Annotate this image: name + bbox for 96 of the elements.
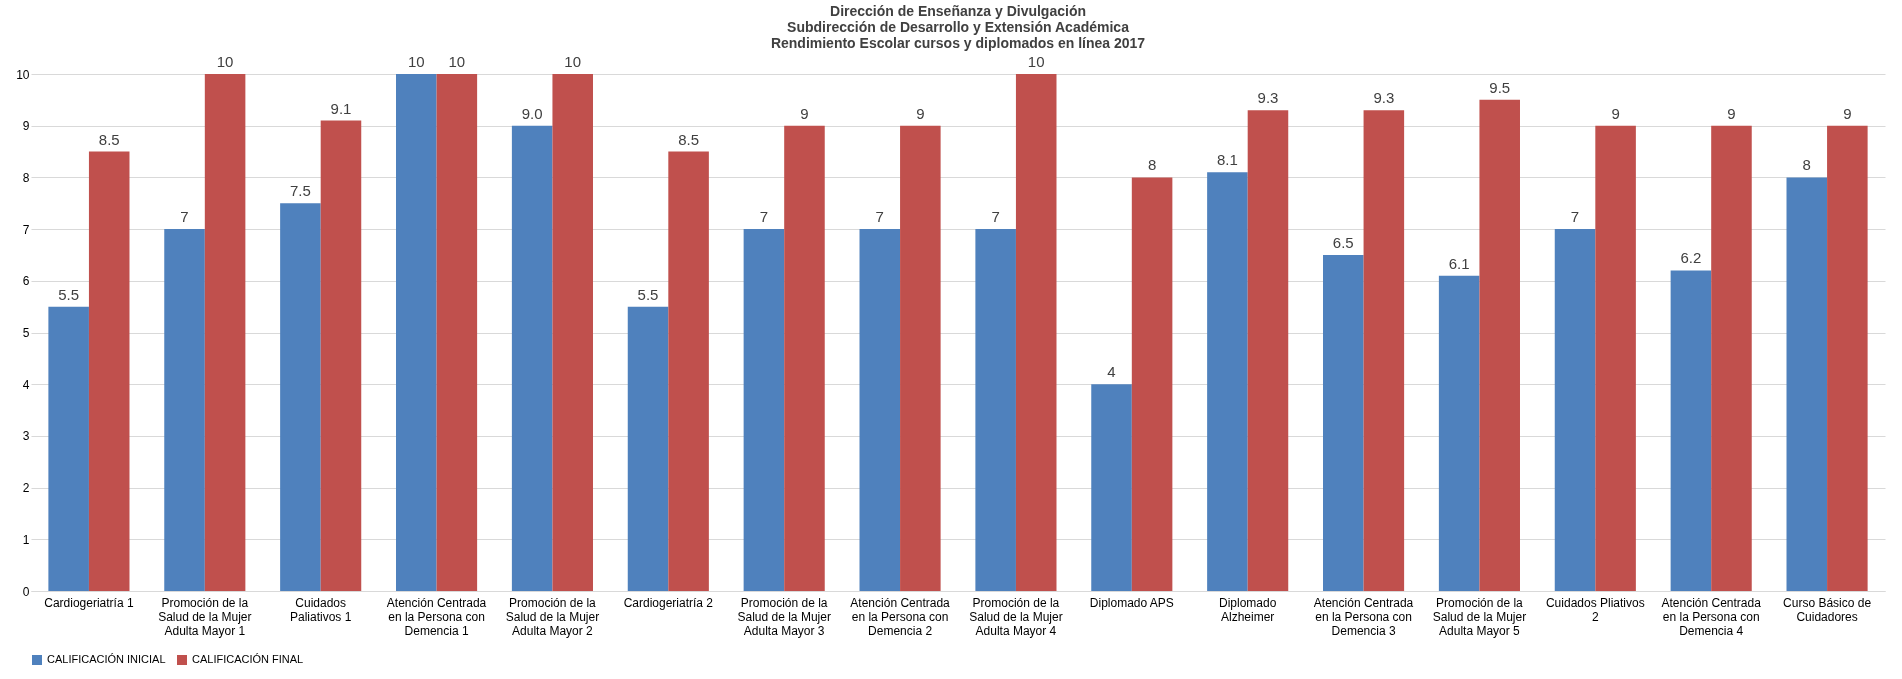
data-label: 9: [1727, 104, 1736, 122]
data-label: 9.1: [330, 99, 352, 117]
data-label: 9.3: [1257, 89, 1279, 107]
data-label: 8: [1147, 156, 1157, 174]
bar: [1554, 229, 1596, 591]
bar: [1131, 177, 1173, 591]
bar: [627, 306, 669, 591]
x-tick-label: Promoción de la Salud de la Mujer Adulta Mayor 5: [1432, 595, 1527, 638]
data-label: 10: [407, 53, 425, 70]
bar: [48, 306, 89, 591]
y-tick-label: 5: [22, 326, 30, 340]
bar: [784, 125, 825, 591]
data-label: 10: [448, 53, 466, 70]
bar: [1207, 172, 1248, 591]
y-tick-label: 7: [22, 222, 30, 237]
x-tick-label: Atención Centrada en la Persona con Demencia 4: [1661, 595, 1762, 638]
data-label: 7: [991, 208, 1000, 226]
data-label: 5.5: [637, 285, 659, 303]
bar: [320, 120, 362, 591]
y-tick-label: 9: [22, 119, 30, 134]
data-label: 9: [916, 104, 925, 122]
data-label: 4: [1107, 363, 1116, 381]
bar: [1247, 110, 1289, 591]
data-label: 8.1: [1216, 151, 1238, 169]
bar: [1363, 110, 1405, 591]
x-tick-label: Cuidados Pliativos 2: [1545, 595, 1645, 624]
x-tick-label: Curso Básico de Cuidadores: [1783, 595, 1872, 624]
data-label: 10: [564, 53, 582, 70]
bar: [1827, 125, 1868, 591]
bar: [164, 229, 205, 591]
data-label: 7: [875, 208, 884, 226]
y-tick-label: 6: [22, 274, 30, 289]
data-label: 7.5: [289, 182, 311, 200]
text: Dirección de Enseñanza y Divulgación: [830, 3, 1086, 19]
data-label: 9: [1611, 104, 1620, 122]
text: Subdirección de Desarrollo y Extensión Académica: [787, 19, 1129, 35]
x-tick-label: Diplomado APS: [1089, 595, 1174, 610]
data-label: 6.1: [1448, 254, 1470, 272]
data-label: 10: [216, 53, 234, 70]
data-label: 6.5: [1332, 233, 1354, 251]
bar: [900, 125, 941, 591]
x-tick-label: Cardiogeriatría 2: [623, 595, 714, 610]
y-tick-label: 4: [22, 377, 30, 392]
data-label: 7: [180, 208, 189, 226]
data-label: 6.2: [1680, 249, 1702, 267]
data-label: 7: [759, 208, 769, 226]
y-tick-label: 3: [22, 429, 30, 444]
y-tick-label: 1: [22, 532, 30, 547]
bar: [1595, 125, 1636, 591]
x-tick-label: Promoción de la Salud de la Mujer Adulta Mayor 2: [505, 595, 600, 638]
bar: [396, 74, 437, 591]
y-tick-label: 2: [22, 481, 30, 496]
x-tick-label: Atención Centrada en la Persona con Demencia 1: [386, 595, 487, 638]
bar: [280, 203, 321, 591]
data-label: 8.5: [98, 130, 120, 148]
bar: [1091, 384, 1132, 591]
bar: [1323, 254, 1364, 591]
y-tick-label: 8: [22, 170, 30, 185]
bar: [1479, 99, 1520, 591]
bar: [743, 229, 785, 591]
data-label: 9: [800, 104, 809, 122]
data-label: 7: [1570, 208, 1580, 226]
bar: [436, 74, 478, 591]
x-tick-label: Promoción de la Salud de la Mujer Adulta Mayor 1: [158, 595, 252, 638]
text: Rendimiento Escolar cursos y diplomados en línea 2017: [770, 35, 1146, 51]
bar: [975, 229, 1016, 591]
bar: [668, 151, 709, 591]
bar: [859, 229, 901, 591]
data-label: 8: [1802, 156, 1811, 174]
data-label: 8.5: [678, 130, 700, 148]
x-tick-label: Cardiogeriatría 1: [44, 595, 134, 610]
bar: [1786, 177, 1828, 591]
x-tick-label: Diplomado Alzheimer: [1219, 595, 1277, 624]
bar: [1711, 125, 1752, 591]
data-label: 5.5: [58, 285, 80, 303]
x-tick-label: Cuidados Paliativos 1: [290, 595, 352, 624]
legend-label: CALIFICACIÓN INICIAL: [47, 653, 166, 665]
x-tick-label: Promoción de la Salud de la Mujer Adulta Mayor 4: [969, 595, 1063, 638]
data-label: 9.5: [1489, 78, 1511, 96]
bar: [1015, 74, 1057, 591]
bar: [552, 74, 593, 591]
x-tick-label: Atención Centrada en la Persona con Demencia 2: [850, 595, 951, 638]
bar: [204, 74, 246, 591]
legend-label: CALIFICACIÓN FINAL: [192, 653, 304, 665]
y-tick-label: 10: [16, 67, 30, 82]
bar: [1438, 275, 1480, 591]
y-tick-label: 0: [22, 584, 30, 599]
data-label: 9: [1843, 104, 1852, 122]
bar: [1670, 270, 1712, 591]
bar: [511, 125, 553, 591]
x-tick-label: Promoción de la Salud de la Mujer Adulta Mayor 3: [737, 595, 831, 638]
data-label: 9.3: [1373, 89, 1395, 107]
data-label: 10: [1027, 53, 1045, 70]
bar: [88, 151, 130, 591]
data-label: 9.0: [521, 104, 543, 122]
x-tick-label: Atención Centrada en la Persona con Demencia 3: [1313, 595, 1414, 638]
